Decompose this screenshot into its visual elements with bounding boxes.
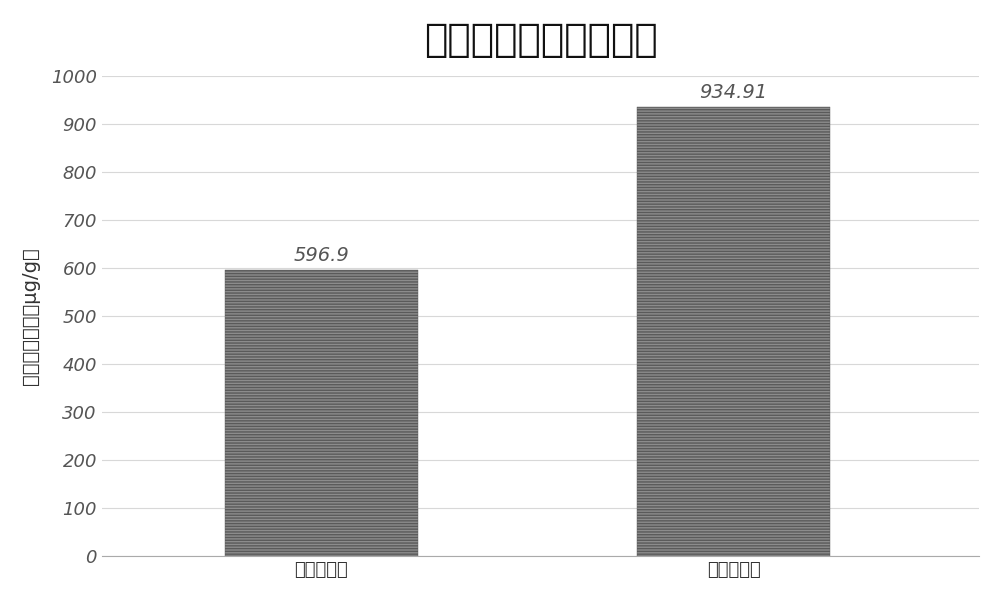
Bar <box>637 107 830 556</box>
Text: 596.9: 596.9 <box>293 246 349 265</box>
Title: 单位菌泥表达量对比图: 单位菌泥表达量对比图 <box>424 21 657 59</box>
Text: 934.91: 934.91 <box>699 83 768 103</box>
Y-axis label: 目的蛋白含量（μg/g）: 目的蛋白含量（μg/g） <box>21 247 40 385</box>
Bar <box>225 269 418 556</box>
